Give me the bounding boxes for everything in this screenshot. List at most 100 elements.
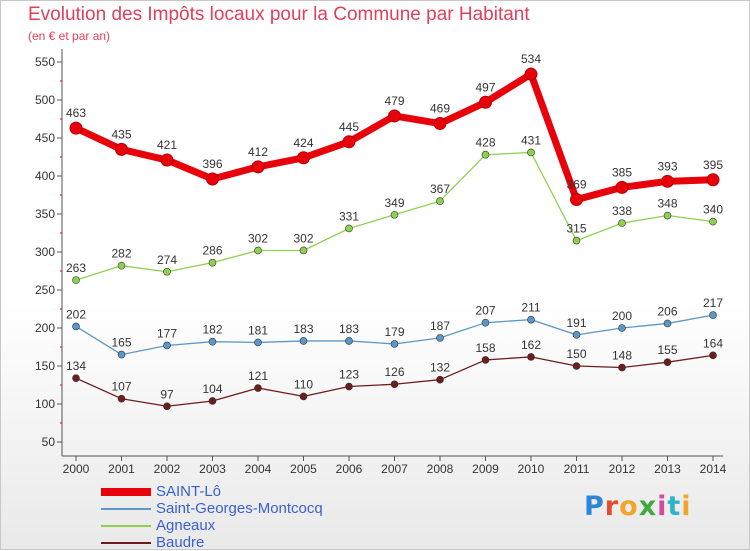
data-point — [572, 331, 581, 339]
y-tick-label: 150 — [35, 359, 55, 373]
data-label: 165 — [111, 336, 131, 350]
data-point — [299, 337, 308, 345]
data-point — [388, 109, 401, 123]
x-tick-label: 2012 — [609, 462, 636, 476]
data-point — [709, 311, 717, 319]
y-tick-label: 350 — [35, 207, 55, 221]
logo-letter: i — [657, 491, 668, 522]
y-tick-label: 500 — [35, 93, 55, 107]
data-label: 187 — [430, 319, 450, 333]
x-tick-label: 2010 — [518, 462, 545, 476]
data-label: 445 — [339, 120, 359, 134]
legend-swatch-baudre — [101, 541, 151, 544]
data-label: 534 — [521, 52, 541, 66]
data-point — [206, 172, 219, 186]
data-point — [208, 397, 217, 405]
data-label: 385 — [612, 165, 632, 179]
data-label: 183 — [339, 322, 359, 336]
x-tick-label: 2008 — [427, 462, 454, 476]
data-label: 181 — [248, 323, 268, 337]
chart-title: Evolution des Impôts locaux pour la Comm… — [28, 4, 530, 25]
data-label: 126 — [384, 365, 404, 379]
data-label: 107 — [111, 380, 131, 394]
x-tick-label: 2014 — [700, 462, 727, 476]
data-point — [345, 224, 353, 233]
chart-subtitle: (en € et par an) — [28, 29, 111, 43]
data-point — [251, 160, 265, 174]
data-label: 158 — [475, 341, 495, 355]
data-label: 155 — [657, 343, 677, 357]
data-point — [615, 180, 629, 194]
data-label: 412 — [248, 145, 268, 159]
data-label: 340 — [703, 203, 723, 217]
data-point — [115, 142, 128, 156]
data-label: 395 — [703, 158, 723, 172]
x-tick-label: 2011 — [564, 462, 590, 476]
data-point — [345, 382, 353, 391]
x-tick-label: 2007 — [381, 462, 408, 476]
logo-letter: o — [619, 491, 639, 522]
data-label: 349 — [384, 196, 404, 210]
y-tick-label: 200 — [35, 321, 55, 335]
data-point — [527, 315, 535, 324]
data-point — [479, 95, 492, 109]
data-label: 183 — [293, 322, 313, 336]
legend-item-agneaux: Agneaux — [101, 517, 323, 534]
y-tick-label: 50 — [42, 435, 56, 449]
data-label: 207 — [475, 304, 495, 318]
x-tick-label: 2000 — [63, 462, 90, 476]
data-point — [254, 246, 262, 255]
data-point — [618, 363, 626, 372]
data-label: 431 — [521, 133, 541, 147]
logo-letter: r — [604, 491, 620, 522]
data-point — [663, 358, 672, 367]
data-point — [163, 267, 171, 276]
data-label: 123 — [339, 368, 359, 382]
data-point — [481, 318, 490, 327]
data-label: 282 — [111, 247, 131, 261]
data-label: 263 — [66, 261, 86, 275]
legend-item-saint-georges-montcocq: Saint-Georges-Montcocq — [101, 500, 323, 517]
y-tick-label: 100 — [35, 397, 55, 411]
legend-label-baudre: Baudre — [156, 534, 205, 551]
x-tick-label: 2013 — [654, 462, 681, 476]
data-point — [706, 173, 720, 187]
data-label: 177 — [157, 326, 177, 340]
data-point — [117, 261, 126, 270]
data-point — [208, 337, 217, 346]
data-point — [570, 193, 583, 207]
data-point — [72, 276, 80, 284]
data-point — [163, 341, 171, 350]
data-point — [527, 148, 535, 157]
data-label: 367 — [430, 182, 450, 196]
data-label: 497 — [475, 80, 495, 94]
x-tick-label: 2005 — [290, 462, 317, 476]
proxiti-logo: Proxiti — [584, 491, 692, 522]
x-tick-label: 2003 — [199, 462, 226, 476]
data-point — [72, 374, 80, 382]
data-label: 348 — [657, 197, 677, 211]
data-label: 424 — [293, 136, 313, 150]
legend-item-saint-lo: SAINT-Lô — [101, 483, 323, 500]
data-point — [433, 117, 447, 131]
legend-swatch-agneaux — [101, 524, 151, 527]
data-label: 134 — [66, 359, 86, 373]
x-tick-label: 2004 — [245, 462, 272, 476]
x-tick-label: 2006 — [336, 462, 363, 476]
x-tick-label: 2009 — [472, 462, 499, 476]
legend-label-agneaux: Agneaux — [156, 517, 216, 534]
data-point — [527, 353, 535, 361]
legend-label-saint-georges-montcocq: Saint-Georges-Montcocq — [156, 500, 323, 517]
data-point — [342, 135, 356, 149]
data-point — [524, 67, 538, 81]
data-label: 182 — [202, 323, 222, 337]
data-label: 435 — [111, 127, 131, 141]
data-point — [254, 384, 262, 392]
data-label: 393 — [657, 159, 677, 173]
data-label: 191 — [566, 316, 586, 330]
data-label: 162 — [521, 338, 541, 352]
x-tick-label: 2001 — [108, 462, 135, 476]
data-label: 286 — [202, 244, 222, 258]
data-label: 315 — [566, 222, 586, 236]
